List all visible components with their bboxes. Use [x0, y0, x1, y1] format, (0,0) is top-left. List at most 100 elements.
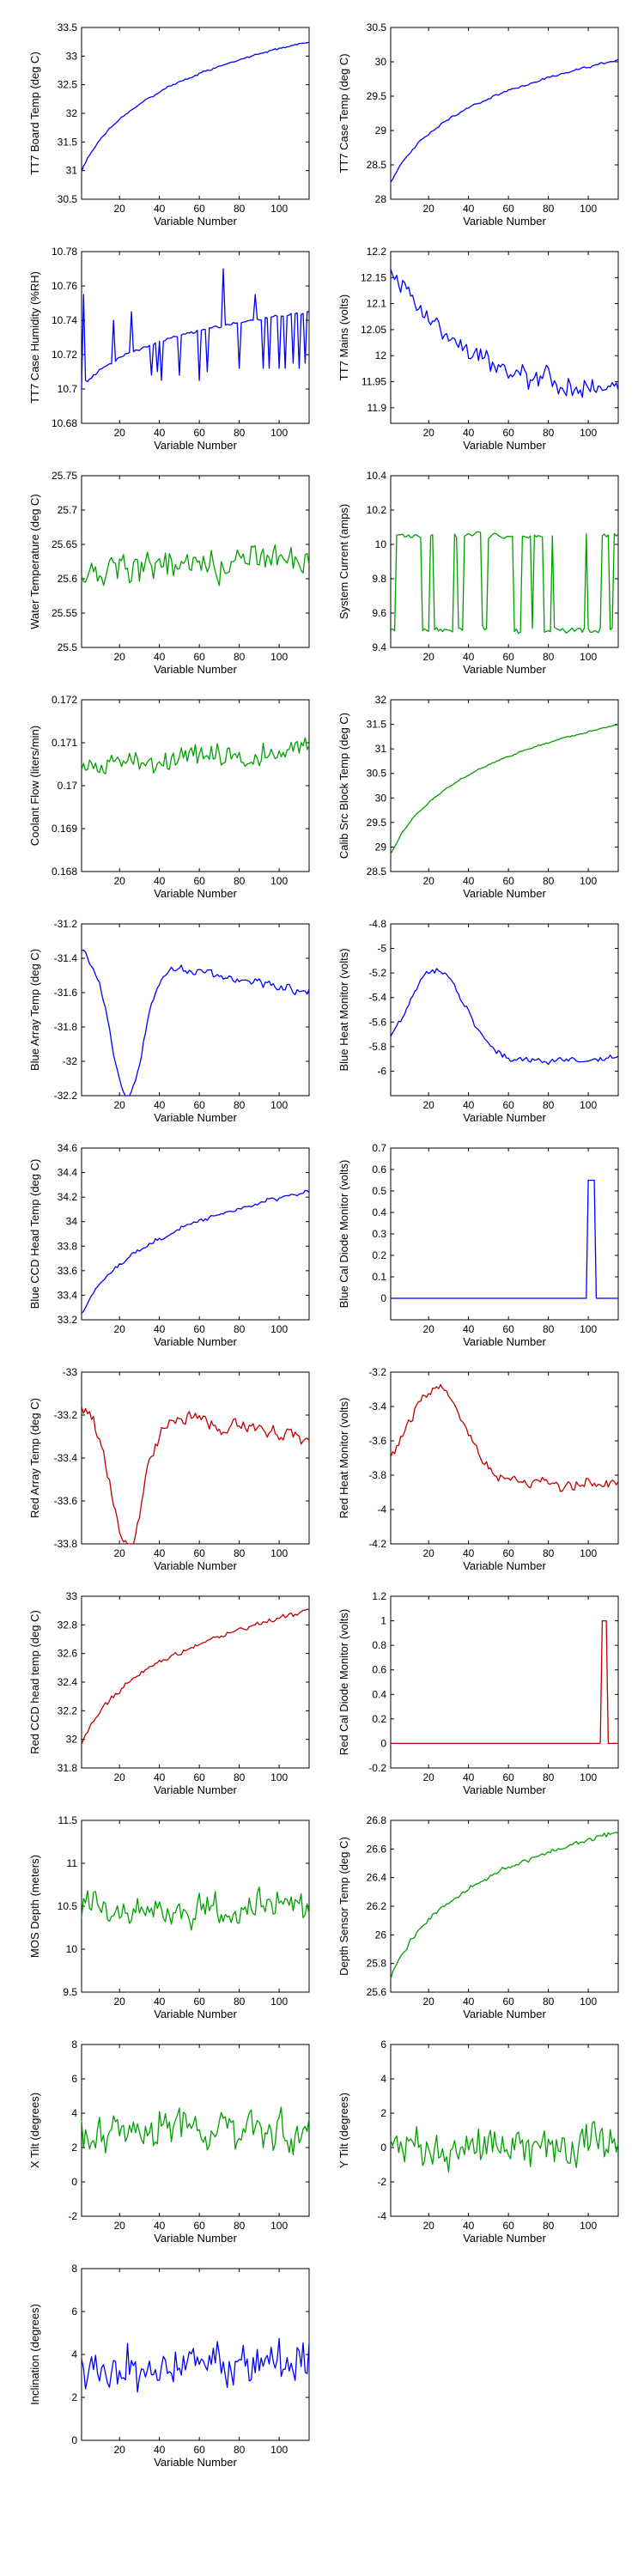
x-tick-label: 100	[580, 875, 597, 887]
series-line	[81, 737, 310, 775]
x-axis-label: Variable Number	[154, 1559, 237, 1572]
y-tick-label: 12.2	[367, 246, 387, 258]
y-tick-label: 12.1	[367, 298, 387, 310]
y-tick-label: 9.4	[372, 641, 386, 653]
x-tick-label: 100	[270, 1547, 288, 1559]
x-tick-label: 80	[234, 1996, 246, 2008]
y-axis-label: System Current (amps)	[337, 504, 350, 619]
x-tick-label: 20	[113, 1547, 125, 1559]
x-tick-label: 20	[113, 2444, 125, 2456]
x-tick-label: 80	[234, 203, 246, 215]
x-tick-label: 80	[543, 1323, 555, 1335]
y-axis-label: X Tilt (degrees)	[28, 2093, 41, 2168]
x-tick-label: 20	[113, 651, 125, 663]
y-tick-label: -33	[63, 1366, 78, 1378]
x-tick-label: 40	[154, 2444, 166, 2456]
y-axis-label: Y Tilt (degrees)	[337, 2093, 350, 2168]
y-tick-label: 2	[71, 2142, 77, 2154]
y-tick-label: 2	[71, 2391, 77, 2403]
x-axis-label: Variable Number	[463, 1335, 546, 1348]
chart-panel-14: -4.2 -4 -3.8 -3.6 -3.4 -3.2 20 40 60 80 100 Variabl…	[337, 1366, 619, 1572]
y-axis-label: Inclination (degrees)	[28, 2304, 41, 2405]
y-tick-label: 10.5	[58, 1900, 78, 1912]
chart-panel-16: -0.2 0 0.2 0.4 0.6 0.8 1 1.2 20 40 60 80 100 Variable…	[337, 1590, 619, 1796]
y-tick-label: 25.8	[367, 1958, 387, 1970]
x-tick-label: 40	[463, 203, 475, 215]
x-tick-label: 80	[543, 875, 555, 887]
series-line	[81, 268, 310, 390]
x-tick-label: 40	[154, 1771, 166, 1783]
x-tick-label: 20	[422, 2220, 434, 2232]
x-tick-label: 40	[463, 651, 475, 663]
y-axis-label: Blue CCD Head Temp (deg C)	[28, 1159, 41, 1309]
y-tick-label: 28.5	[367, 159, 387, 171]
x-tick-label: 100	[270, 1771, 288, 1783]
y-tick-label: 0.172	[52, 694, 77, 706]
chart-panel-15: 31.8 32 32.2 32.4 32.6 32.8 33 20 40 60 80 100 Varia…	[28, 1590, 310, 1796]
y-tick-label: 26	[375, 1929, 387, 1941]
series-line	[390, 1383, 619, 1492]
y-tick-label: 34.4	[58, 1167, 78, 1179]
x-tick-label: 60	[193, 1323, 205, 1335]
y-axis-label: Red Array Temp (deg C)	[28, 1398, 41, 1518]
x-tick-label: 100	[270, 427, 288, 439]
y-tick-label: 25.7	[58, 504, 78, 516]
series-line	[390, 723, 619, 854]
x-tick-label: 60	[193, 1996, 205, 2008]
x-tick-label: 60	[193, 1099, 205, 1111]
y-tick-label: 10.7	[58, 383, 78, 395]
chart-panel-9: -32.2 -32 -31.8 -31.6 -31.4 -31.2 20 40 60 80 100 V…	[28, 918, 310, 1124]
x-tick-label: 80	[543, 1996, 555, 2008]
y-axis-label: Blue Array Temp (deg C)	[28, 949, 41, 1071]
axes-frame	[81, 699, 310, 872]
x-tick-label: 80	[234, 651, 246, 663]
y-tick-label: -3.4	[368, 1400, 386, 1413]
y-tick-label: 8	[71, 2263, 77, 2275]
y-tick-label: 12.15	[361, 271, 386, 283]
x-tick-label: 100	[270, 203, 288, 215]
y-tick-label: 33	[66, 50, 78, 62]
y-tick-label: -4	[377, 2210, 386, 2222]
x-tick-label: 20	[422, 1996, 434, 2008]
x-tick-label: 100	[270, 2220, 288, 2232]
y-tick-label: 33.8	[58, 1240, 78, 1252]
y-tick-label: 10.78	[52, 246, 77, 258]
y-tick-label: 33.5	[58, 21, 78, 33]
y-tick-label: 0.6	[372, 1664, 386, 1676]
y-tick-label: -4	[377, 1504, 386, 1516]
x-axis-label: Variable Number	[463, 1783, 546, 1796]
y-tick-label: 0	[380, 2142, 386, 2154]
y-tick-label: -31.2	[54, 918, 78, 930]
y-tick-label: 34.2	[58, 1191, 78, 1203]
y-axis-label: Red CCD head temp (deg C)	[28, 1610, 41, 1754]
y-tick-label: -5.4	[368, 992, 386, 1004]
y-tick-label: 29	[375, 125, 387, 137]
y-tick-label: -5.8	[368, 1041, 386, 1053]
x-tick-label: 100	[580, 427, 597, 439]
y-tick-label: 0.8	[372, 1639, 386, 1651]
y-tick-label: 0.3	[372, 1228, 386, 1240]
axes-frame	[390, 1371, 619, 1545]
chart-panel-3: 10.68 10.7 10.72 10.74 10.76 10.78 20 40 60 80 100…	[28, 246, 310, 452]
x-tick-label: 40	[463, 1547, 475, 1559]
y-tick-label: 11.9	[368, 402, 387, 414]
y-tick-label: -6	[377, 1065, 386, 1077]
chart-panel-17: 9.5 10 10.5 11 11.5 20 40 60 80 100 Variable Numbe…	[28, 1814, 310, 2020]
y-tick-label: 30.5	[367, 768, 387, 780]
y-tick-label: -33.6	[54, 1495, 78, 1507]
y-tick-label: 10.74	[52, 314, 77, 326]
x-tick-label: 20	[113, 1996, 125, 2008]
axes-frame	[81, 923, 310, 1097]
x-tick-label: 20	[422, 1323, 434, 1335]
y-axis-label: Water Temperature (deg C)	[28, 494, 41, 629]
x-axis-label: Variable Number	[154, 1783, 237, 1796]
y-axis-label: MOS Depth (meters)	[28, 1855, 41, 1958]
series-line	[391, 1619, 618, 1745]
x-tick-label: 40	[463, 1099, 475, 1111]
x-tick-label: 40	[154, 875, 166, 887]
y-tick-label: -32	[63, 1055, 78, 1067]
chart-panel-11: 33.2 33.4 33.6 33.8 34 34.2 34.4 34.6 20 40 60 80 10…	[28, 1142, 310, 1348]
y-tick-label: 10.4	[367, 470, 387, 482]
x-tick-label: 100	[580, 2220, 597, 2232]
series-line	[390, 531, 619, 635]
